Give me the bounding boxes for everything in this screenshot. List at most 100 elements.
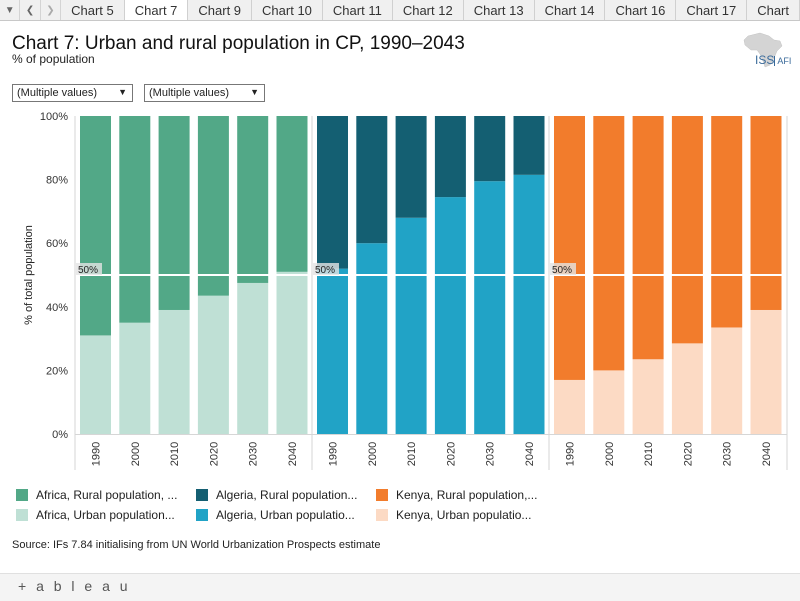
- stacked-bar-chart: 0% 20% 40% 60% 80% 100% % of total population 1…: [23, 111, 788, 470]
- tab-chart-11[interactable]: Chart 11: [322, 0, 393, 20]
- x-tick-label: 2010: [406, 442, 418, 466]
- bar-kenya-rural: [711, 116, 743, 328]
- bar-algeria-urban: [395, 217, 427, 434]
- tab-chart-16[interactable]: Chart 16: [605, 0, 677, 20]
- legend-label: Kenya, Rural population,...: [396, 488, 538, 502]
- tabs-menu-icon[interactable]: ▼: [0, 0, 21, 20]
- legend-label: Algeria, Urban populatio...: [216, 508, 355, 522]
- bar-algeria-urban: [474, 181, 506, 434]
- tab-chart-10[interactable]: Chart 10: [252, 0, 323, 20]
- filter-1-value: (Multiple values): [17, 87, 98, 99]
- bar-kenya-urban: [554, 379, 585, 434]
- bar-africa-rural: [119, 116, 151, 323]
- reference-label-bg: [76, 263, 102, 275]
- legend-item-africa-urban[interactable]: Africa, Urban population...: [16, 508, 175, 522]
- tab-chart-13[interactable]: Chart 13: [463, 0, 535, 20]
- x-tick-label: 1990: [328, 442, 340, 466]
- bar-africa-rural: [197, 116, 229, 296]
- tab-chart-7[interactable]: Chart 7: [124, 0, 189, 20]
- x-tick-label: 2000: [604, 442, 616, 466]
- y-tick-label: 40%: [46, 302, 68, 314]
- bar-algeria-urban: [513, 174, 545, 434]
- tableau-footer: + a b l e a u: [0, 573, 800, 601]
- bar-algeria-urban: [317, 268, 348, 434]
- bar-africa-urban: [237, 282, 269, 434]
- reference-label-bg: [313, 263, 339, 275]
- bar-algeria-rural: [395, 116, 427, 218]
- y-tick-label: 80%: [46, 175, 68, 187]
- iss-afi-logo-text: ISS AFI: [755, 53, 792, 67]
- bar-algeria-rural: [434, 116, 466, 198]
- x-tick-label: 2000: [367, 442, 379, 466]
- legend-item-algeria-rural[interactable]: Algeria, Rural population...: [196, 488, 357, 502]
- chevron-down-icon: ▼: [118, 87, 127, 97]
- tab-chart-overflow[interactable]: Chart: [747, 0, 800, 20]
- x-tick-label: 2000: [130, 442, 142, 466]
- legend-item-kenya-urban[interactable]: Kenya, Urban populatio...: [376, 508, 531, 522]
- logo-afi-text: AFI: [774, 56, 792, 66]
- legend-swatch: [16, 489, 28, 501]
- x-tick-label: 2010: [643, 442, 655, 466]
- x-tick-label: 2030: [248, 442, 260, 466]
- reference-label-bg: [550, 263, 576, 275]
- tab-chart-17[interactable]: Chart 17: [676, 0, 748, 20]
- filter-dropdown-2[interactable]: (Multiple values) ▼: [144, 84, 265, 102]
- tab-chart-14[interactable]: Chart 14: [534, 0, 606, 20]
- legend-swatch: [196, 489, 208, 501]
- legend-swatch: [376, 509, 388, 521]
- x-tick-label: 1990: [565, 442, 577, 466]
- bar-africa-urban: [119, 322, 151, 434]
- legend-label: Algeria, Rural population...: [216, 488, 358, 502]
- africa-map-logo-icon: [743, 32, 783, 68]
- legend-item-africa-rural[interactable]: Africa, Rural population, ...: [16, 488, 177, 502]
- legend-item-algeria-urban[interactable]: Algeria, Urban populatio...: [196, 508, 355, 522]
- tab-chart-12[interactable]: Chart 12: [392, 0, 464, 20]
- bar-algeria-rural: [513, 116, 545, 175]
- x-tick-label: 2040: [761, 442, 773, 466]
- x-tick-label: 2020: [445, 442, 457, 466]
- sheet-tab-bar: ▼ ❮ ❯ Chart 5 Chart 7 Chart 9 Chart 10 C…: [0, 0, 800, 21]
- y-tick-label: 60%: [46, 238, 68, 250]
- bar-kenya-urban: [750, 309, 782, 434]
- tab-chart-5[interactable]: Chart 5: [61, 0, 125, 20]
- bar-africa-urban: [276, 271, 308, 434]
- bar-kenya-urban: [711, 327, 743, 434]
- tabs-next-icon[interactable]: ❯: [41, 0, 62, 20]
- x-tick-label: 2040: [287, 442, 299, 466]
- bar-kenya-rural: [632, 116, 664, 360]
- tabs-prev-icon[interactable]: ❮: [20, 0, 41, 20]
- bar-kenya-urban: [593, 370, 625, 434]
- y-tick-label: 20%: [46, 365, 68, 377]
- filter-dropdown-1[interactable]: (Multiple values) ▼: [12, 84, 133, 102]
- y-axis-title: % of total population: [23, 225, 35, 325]
- y-tick-label: 100%: [40, 111, 68, 123]
- x-tick-label: 2030: [722, 442, 734, 466]
- page-title: Chart 7: Urban and rural population in C…: [12, 33, 465, 54]
- logo-iss-text: ISS: [755, 53, 775, 67]
- bar-kenya-rural: [671, 116, 703, 344]
- legend-item-kenya-rural[interactable]: Kenya, Rural population,...: [376, 488, 537, 502]
- legend-label: Africa, Urban population...: [36, 508, 175, 522]
- tableau-logo[interactable]: + a b l e a u: [18, 578, 131, 594]
- legend-swatch: [16, 509, 28, 521]
- filter-2-value: (Multiple values): [149, 87, 230, 99]
- bar-africa-rural: [158, 116, 190, 310]
- bar-africa-urban: [197, 295, 229, 434]
- x-tick-label: 2030: [485, 442, 497, 466]
- bar-kenya-rural: [750, 116, 782, 310]
- tab-chart-9[interactable]: Chart 9: [188, 0, 253, 20]
- bar-africa-urban: [158, 309, 190, 434]
- bar-africa-rural: [237, 116, 269, 283]
- bar-kenya-urban: [632, 359, 664, 434]
- x-tick-label: 2040: [524, 442, 536, 466]
- legend-swatch: [376, 489, 388, 501]
- bar-kenya-urban: [671, 343, 703, 434]
- x-tick-label: 2010: [169, 442, 181, 466]
- source-note: Source: IFs 7.84 initialising from UN Wo…: [12, 539, 381, 551]
- page-subtitle: % of population: [12, 52, 95, 66]
- bar-algeria-rural: [356, 116, 388, 244]
- bar-kenya-rural: [593, 116, 625, 371]
- bar-algeria-urban: [356, 243, 388, 434]
- x-tick-label: 1990: [91, 442, 103, 466]
- reference-line-label: 50%: [315, 265, 335, 276]
